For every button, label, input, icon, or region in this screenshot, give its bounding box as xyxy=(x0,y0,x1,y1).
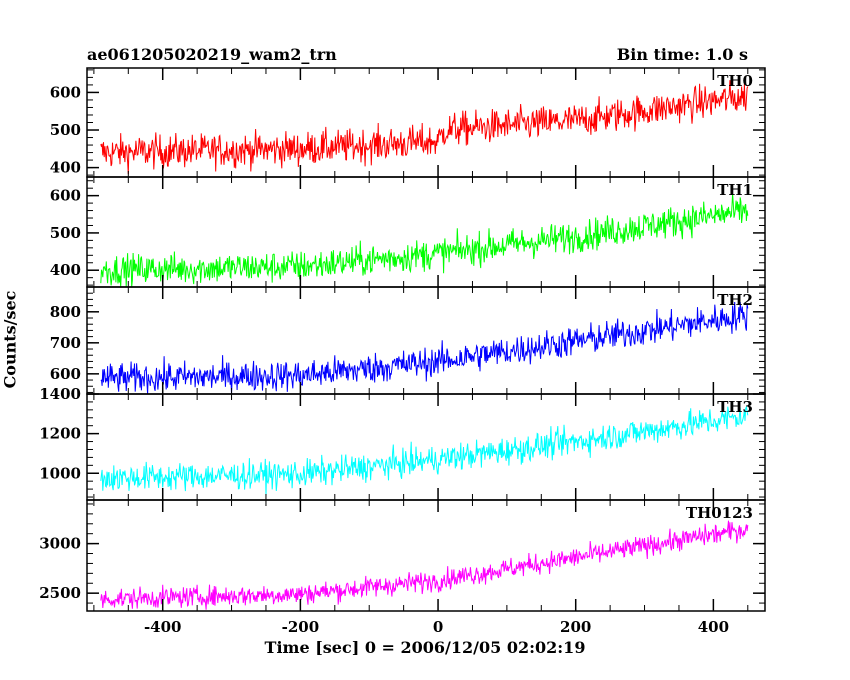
series-line-th2 xyxy=(100,301,749,395)
x-tick-label: 0 xyxy=(433,618,443,636)
chart-title: ae061205020219_wam2_trn xyxy=(87,45,337,64)
series-label-th1: TH1 xyxy=(717,181,753,199)
y-tick-label: 600 xyxy=(50,187,81,205)
y-tick-label: 700 xyxy=(50,334,81,352)
x-tick-label: -400 xyxy=(144,618,182,636)
panel-th1 xyxy=(100,193,749,288)
panel-th3 xyxy=(100,405,749,496)
series-line-th1 xyxy=(100,193,749,288)
series-line-th0 xyxy=(100,80,749,175)
y-tick-label: 600 xyxy=(50,83,81,101)
y-tick-label: 600 xyxy=(50,365,81,383)
panel-frame xyxy=(86,393,766,501)
series-label-th0123: TH0123 xyxy=(686,504,753,522)
y-axis-label: Counts/sec xyxy=(0,290,20,389)
x-tick-label: -200 xyxy=(282,618,320,636)
panel-th0123 xyxy=(100,520,749,610)
series-label-th2: TH2 xyxy=(717,291,753,309)
x-tick-label: 200 xyxy=(560,618,591,636)
y-tick-label: 1000 xyxy=(39,464,81,482)
series-line-th0123 xyxy=(100,520,749,610)
x-tick-label: 400 xyxy=(698,618,729,636)
bin-time-label: Bin time: 1.0 s xyxy=(616,45,748,64)
panel-th2 xyxy=(100,301,749,395)
panel-th0 xyxy=(100,80,749,175)
y-tick-label: 500 xyxy=(50,121,81,139)
series-label-th3: TH3 xyxy=(717,398,753,416)
series-line-th3 xyxy=(100,405,749,496)
panel-frame xyxy=(86,67,766,178)
y-tick-label: 400 xyxy=(50,261,81,279)
panel-frame xyxy=(86,499,766,612)
y-tick-label: 500 xyxy=(50,224,81,242)
y-tick-label: 3000 xyxy=(39,535,81,553)
x-axis-label: Time [sec] 0 = 2006/12/05 02:02:19 xyxy=(264,638,586,657)
y-tick-label: 2500 xyxy=(39,584,81,602)
series-label-th0: TH0 xyxy=(717,72,753,90)
y-tick-label: 1200 xyxy=(39,425,81,443)
y-tick-label: 800 xyxy=(50,303,81,321)
y-tick-label: 400 xyxy=(50,159,81,177)
y-tick-label: 1400 xyxy=(39,385,81,403)
